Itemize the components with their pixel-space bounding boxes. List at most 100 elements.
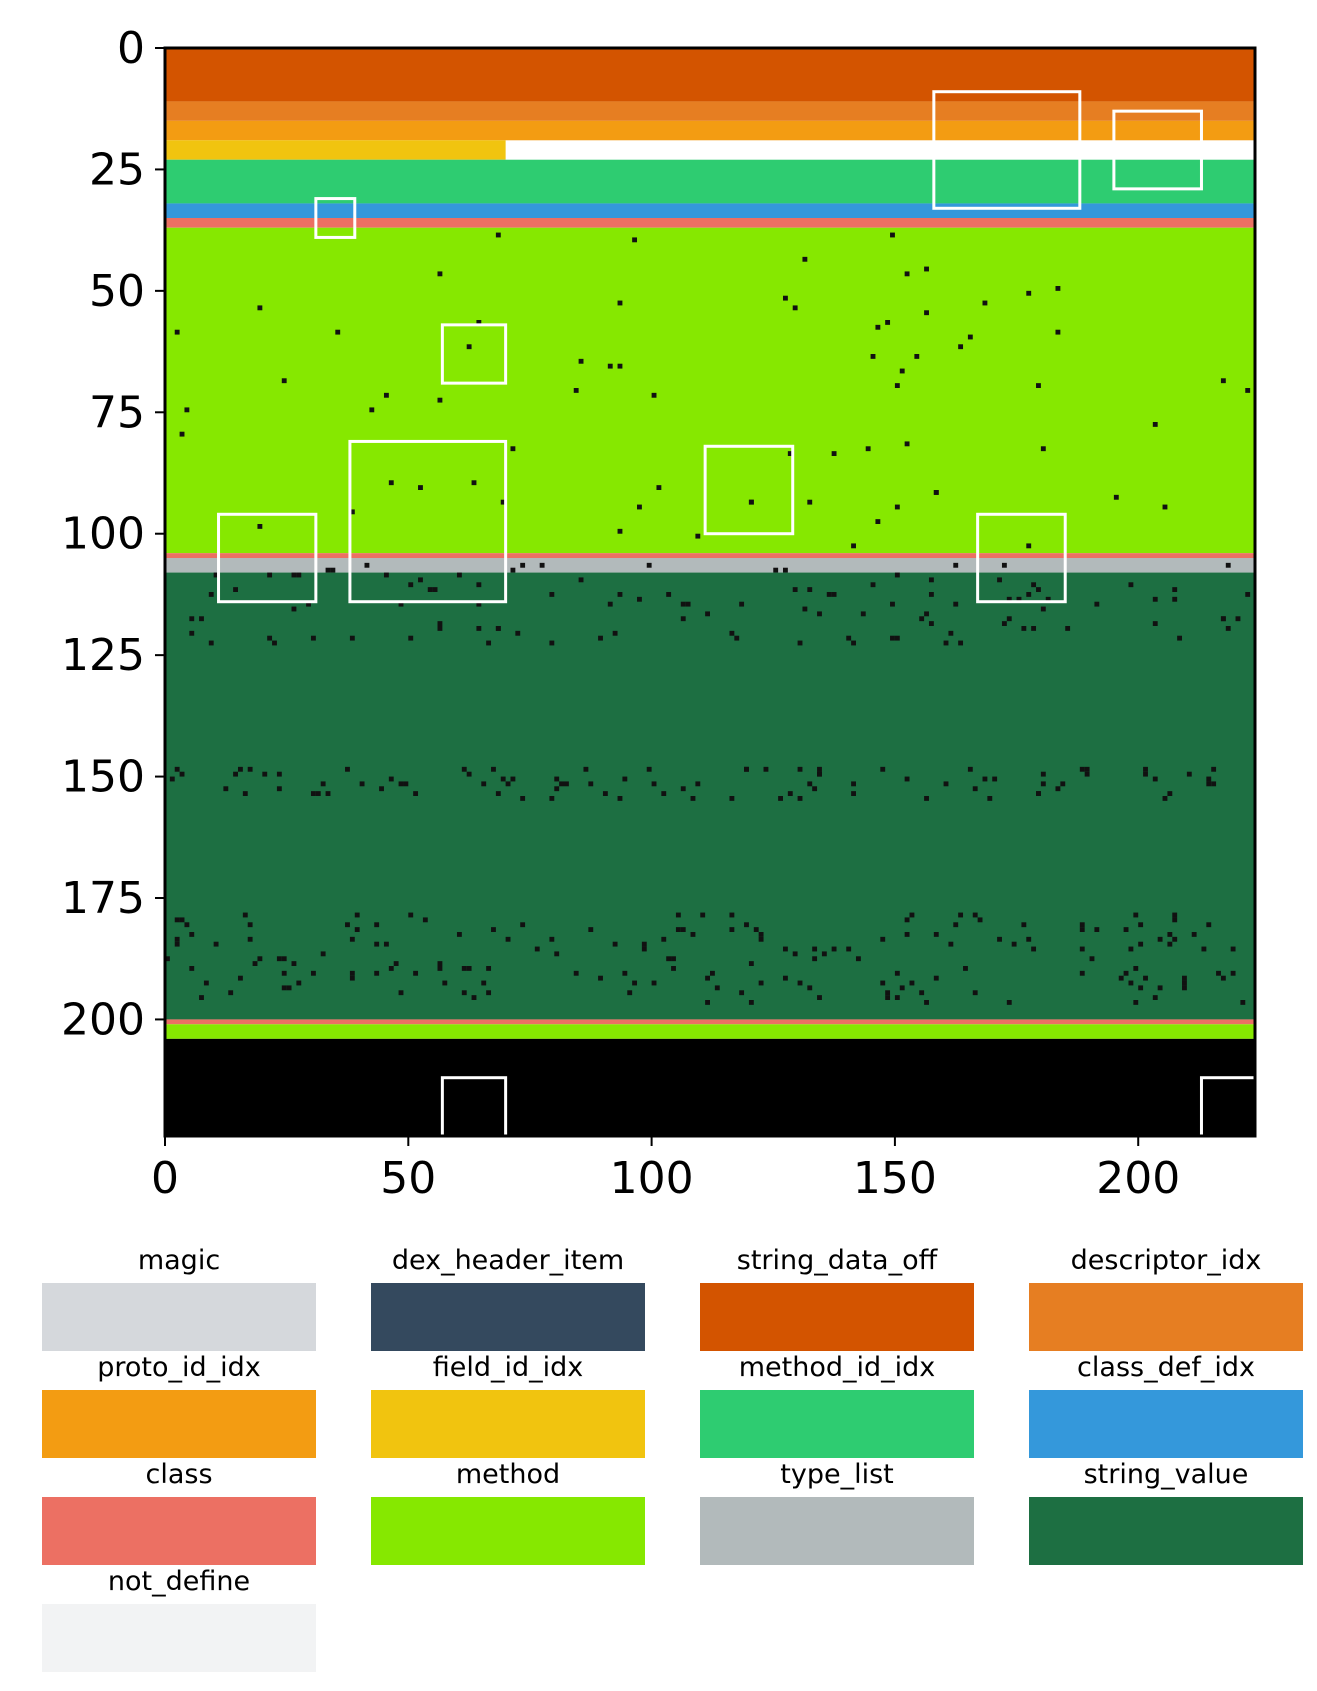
noise-dot [1172,936,1178,942]
noise-dot [909,980,915,986]
noise-dot [651,392,657,398]
legend-swatch [700,1283,974,1351]
noise-dot [374,941,380,947]
noise-dot [369,407,375,413]
noise-dot [1143,975,1148,981]
noise-dot [744,922,749,928]
noise-dot [705,1000,710,1005]
noise-dot [1220,616,1226,622]
noise-dot [578,358,584,364]
plot-frame [163,46,1257,1138]
noise-dot [875,519,881,524]
noise-dot [656,485,662,490]
noise-dot [924,796,929,801]
noise-dot [320,781,326,787]
noise-dot [325,791,331,796]
noise-dot [617,528,623,534]
noise-dot [354,912,360,918]
noise-dot [695,533,701,539]
noise-dot [1089,956,1095,962]
noise-dot [418,485,423,490]
noise-dot [213,941,219,947]
noise-dot [1026,290,1032,296]
noise-dot [383,392,389,398]
noise-dot [778,796,783,801]
noise-dot [520,562,526,568]
noise-dot [637,596,642,602]
noise-dot [729,630,735,636]
noise-dot [573,970,579,976]
legend-label: not_define [108,1566,250,1597]
noise-dot [189,616,195,622]
noise-dot [1006,596,1012,602]
noise-dot [933,490,939,495]
y-axis: 0 25 50 75 100 125 150 175 200 [61,23,165,1045]
legend-label: method [456,1459,560,1490]
noise-dot [748,961,754,966]
noise-dot [573,388,579,393]
noise-dot [330,567,336,573]
noise-dot [262,771,268,777]
noise-dot [680,616,686,622]
noise-dot [515,630,521,636]
noise-dot [933,932,939,937]
noise-dot [554,951,560,957]
noise-dot [427,587,433,592]
noise-dot [349,975,355,981]
noise-dot [208,640,214,646]
heatmap-plot-area [165,48,1255,1136]
noise-dot [792,305,798,311]
legend-entry: not_define [42,1566,316,1672]
noise-dot [904,917,910,923]
band-class-7 [165,218,1255,228]
band-descriptor_idx-2 [165,101,1255,121]
legend-swatch [42,1497,316,1565]
noise-dot [1031,946,1037,952]
noise-dot [880,980,886,986]
noise-dot [267,572,273,578]
highlight-box [314,197,357,239]
noise-dot [846,946,852,952]
noise-dot [476,320,482,325]
legend-swatch [1029,1497,1303,1565]
noise-dot [174,917,180,923]
noise-dot [797,640,803,646]
noise-dot [320,951,326,957]
noise-dot [165,956,170,962]
legend-label: proto_id_idx [97,1352,261,1383]
noise-dot [242,791,248,796]
noise-dot [1240,1000,1246,1005]
legend-entry: string_value [1029,1459,1303,1565]
noise-dot [1143,771,1148,777]
legend-entry: field_id_idx [371,1352,645,1458]
noise-dot [1230,946,1236,952]
noise-dot [972,912,978,918]
noise-dot [802,256,808,262]
noise-dot [1225,626,1231,631]
noise-dot [315,791,321,796]
noise-dot [510,776,516,782]
noise-dot [972,990,978,996]
legend-swatch [700,1390,974,1458]
y-tick-label: 175 [61,873,145,924]
noise-dot [1079,922,1085,928]
noise-dot [598,635,603,641]
noise-dot [408,912,414,918]
noise-dot [481,980,487,986]
legend-entry: class_def_idx [1029,1352,1303,1458]
noise-dot [1040,781,1046,787]
noise-dot [354,927,360,932]
noise-dot [758,980,764,986]
noise-dot [1201,946,1207,952]
noise-dot [345,766,350,772]
highlight-box [217,512,318,604]
noise-dot [1245,388,1251,393]
noise-dot [291,961,297,966]
noise-dot [919,990,925,996]
x-tick-label: 150 [853,1153,937,1204]
band-class-12 [165,1019,1255,1025]
noise-dot [184,922,190,928]
noise-dot [890,232,895,238]
noise-dot [213,572,219,578]
noise-dot [554,786,560,792]
